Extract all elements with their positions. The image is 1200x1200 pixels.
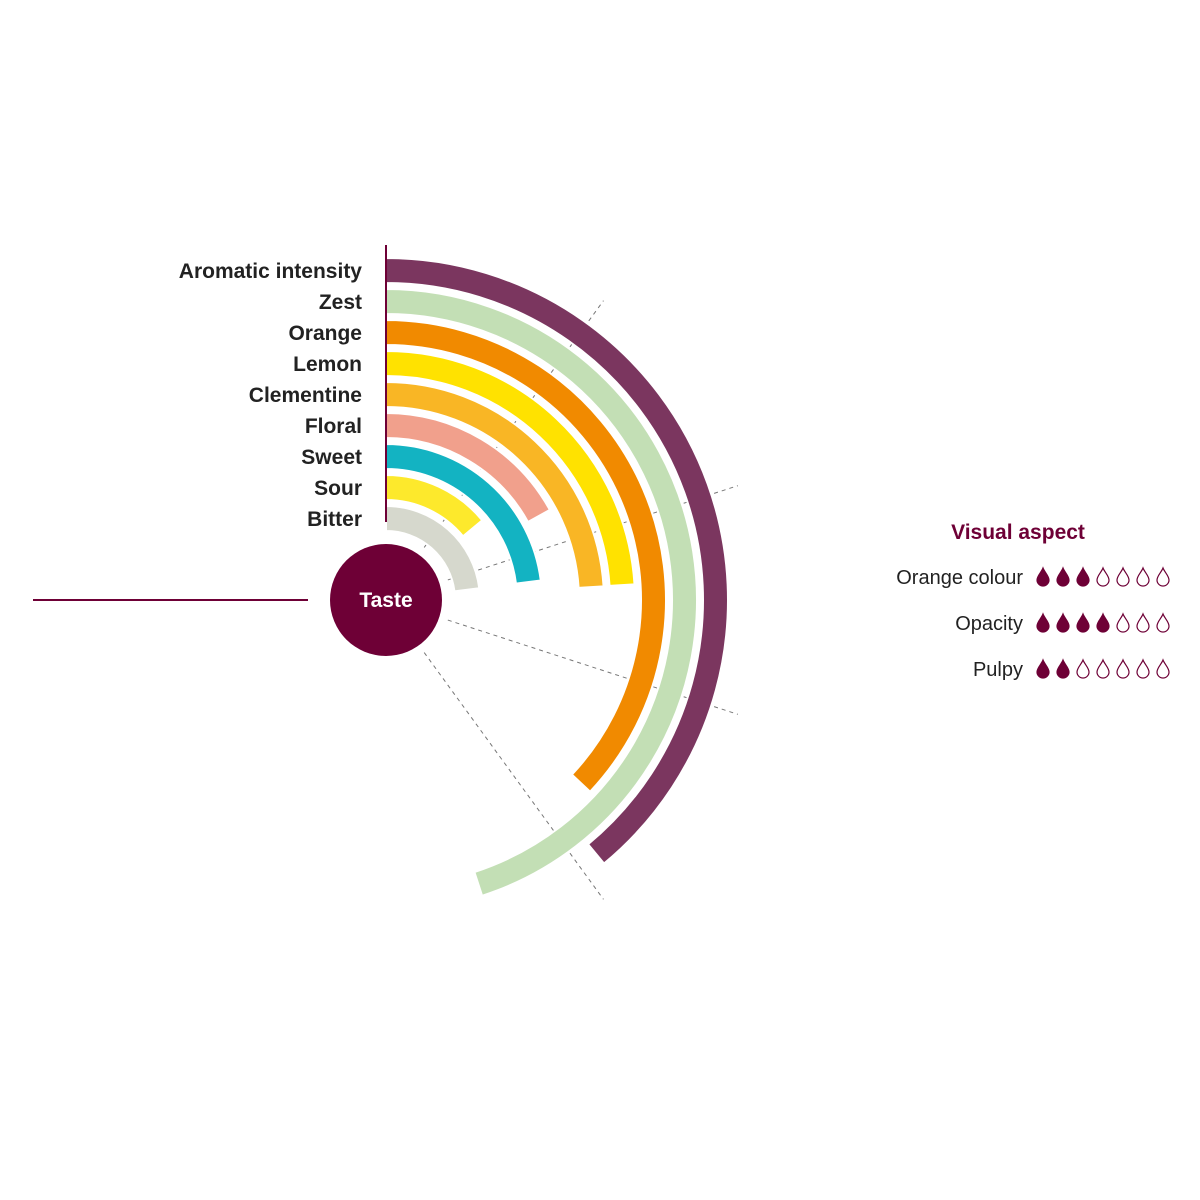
drop-filled-icon bbox=[1056, 658, 1070, 679]
legend-row-orange-colour: Orange colour bbox=[896, 566, 1170, 589]
bar-zest bbox=[385, 287, 698, 898]
drop-filled-icon bbox=[1076, 566, 1090, 587]
drop-empty-icon bbox=[1096, 658, 1110, 679]
visual-aspect-title: Visual aspect bbox=[951, 521, 1085, 544]
bar-bitter bbox=[385, 504, 481, 593]
label-lemon: Lemon bbox=[293, 353, 362, 376]
label-sour: Sour bbox=[314, 477, 362, 500]
drop-filled-icon bbox=[1036, 566, 1050, 587]
drop-filled-icon bbox=[1096, 612, 1110, 633]
drop-filled-icon bbox=[1056, 612, 1070, 633]
center-label: Taste bbox=[359, 589, 412, 612]
drop-filled-icon bbox=[1036, 612, 1050, 633]
drop-empty-icon bbox=[1156, 612, 1170, 633]
drop-empty-icon bbox=[1116, 658, 1130, 679]
guide-line bbox=[423, 652, 604, 900]
legend-label-pulpy: Pulpy bbox=[973, 659, 1023, 681]
legend-row-opacity: Opacity bbox=[955, 612, 1170, 635]
label-aromatic-intensity: Aromatic intensity bbox=[179, 260, 363, 283]
drop-empty-icon bbox=[1116, 612, 1130, 633]
row-labels: Aromatic intensity Zest Orange Lemon Clement… bbox=[179, 260, 363, 531]
bar-sour bbox=[385, 473, 484, 538]
radial-bars bbox=[385, 256, 729, 898]
label-sweet: Sweet bbox=[301, 446, 362, 469]
bar-floral bbox=[385, 411, 552, 524]
bar-clementine bbox=[385, 380, 605, 589]
label-floral: Floral bbox=[305, 415, 362, 438]
guide-line bbox=[447, 619, 739, 715]
drop-empty-icon bbox=[1136, 658, 1150, 679]
label-clementine: Clementine bbox=[249, 384, 362, 407]
legend-label-opacity: Opacity bbox=[955, 613, 1023, 635]
label-orange: Orange bbox=[288, 322, 362, 345]
drop-filled-icon bbox=[1076, 612, 1090, 633]
drop-empty-icon bbox=[1156, 658, 1170, 679]
center-circle bbox=[330, 544, 442, 656]
visual-aspect-legend: Visual aspect Orange colour Opacity Pulpy bbox=[896, 521, 1170, 681]
bar-aromatic-intensity bbox=[385, 256, 729, 865]
legend-label-orange-colour: Orange colour bbox=[896, 567, 1023, 589]
drop-empty-icon bbox=[1136, 566, 1150, 587]
legend-row-pulpy: Pulpy bbox=[973, 658, 1170, 681]
drop-empty-icon bbox=[1116, 566, 1130, 587]
label-bitter: Bitter bbox=[307, 508, 362, 531]
bar-sweet bbox=[385, 442, 542, 585]
drop-filled-icon bbox=[1056, 566, 1070, 587]
drop-empty-icon bbox=[1136, 612, 1150, 633]
drop-empty-icon bbox=[1076, 658, 1090, 679]
bar-lemon bbox=[385, 349, 636, 587]
drop-filled-icon bbox=[1036, 658, 1050, 679]
label-zest: Zest bbox=[319, 291, 362, 314]
bar-orange bbox=[385, 318, 667, 794]
drop-empty-icon bbox=[1156, 566, 1170, 587]
drop-empty-icon bbox=[1096, 566, 1110, 587]
